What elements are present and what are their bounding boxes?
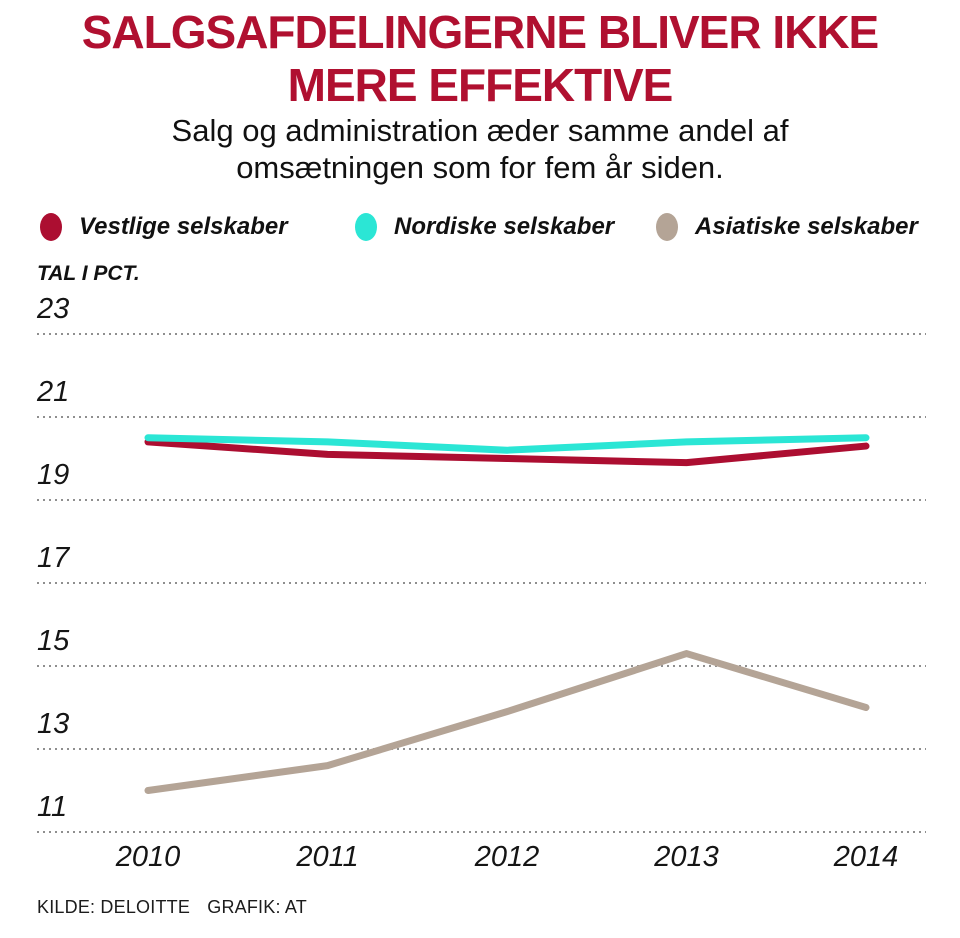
y-tick-label: 11 <box>37 791 68 823</box>
legend-label: Nordiske selskaber <box>394 213 615 240</box>
legend-item-asiatiske: Asiatiske selskaber <box>656 212 918 242</box>
legend-label: Asiatiske selskaber <box>695 213 918 240</box>
y-tick-label: 21 <box>37 376 70 408</box>
series-line-nordiske <box>144 434 870 454</box>
x-tick-label: 2013 <box>654 841 719 873</box>
legend-dot-vestlige-icon <box>40 213 62 241</box>
legend-dot-asiatiske-icon <box>656 213 678 241</box>
chart-title: SALGSAFDELINGERNE BLIVER IKKE MERE EFFEK… <box>81 6 880 111</box>
x-tick-label: 2014 <box>833 841 899 873</box>
y-tick-label: 23 <box>37 293 70 325</box>
legend-item-nordiske: Nordiske selskaber <box>355 212 614 242</box>
chart-subtitle: Salg og administration æder samme andel … <box>171 113 789 185</box>
x-tick-label: 2012 <box>474 841 540 873</box>
source-credit: KILDE: DELOITTE GRAFIK: AT <box>37 897 319 918</box>
x-tick-label: 2010 <box>115 841 181 873</box>
credit-text: GRAFIK: AT <box>207 897 307 917</box>
y-axis-unit-label: TAL I PCT. <box>37 262 140 285</box>
y-tick-label: 15 <box>37 625 70 657</box>
y-tick-label: 19 <box>37 459 70 491</box>
legend-dot-nordiske-icon <box>355 213 377 241</box>
legend-label: Vestlige selskaber <box>79 213 288 240</box>
legend-item-vestlige: Vestlige selskaber <box>40 212 288 242</box>
series-line-asiatiske <box>144 650 870 794</box>
source-text: KILDE: DELOITTE <box>37 897 191 917</box>
x-tick-label: 2011 <box>296 841 359 873</box>
y-tick-label: 13 <box>37 708 70 740</box>
y-tick-label: 17 <box>37 542 70 574</box>
series-line-vestlige <box>144 438 870 467</box>
